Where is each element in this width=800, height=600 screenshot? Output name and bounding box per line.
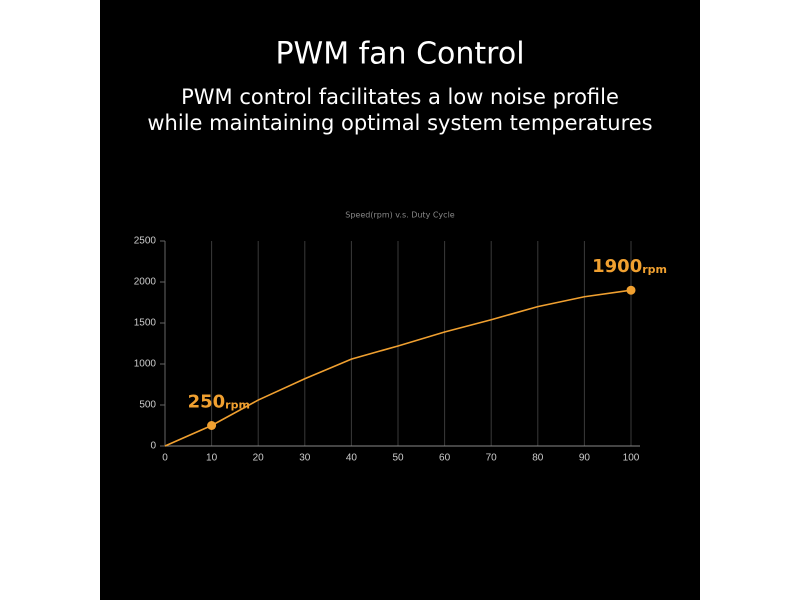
data-label-value: 250 <box>188 392 226 413</box>
background <box>100 0 700 600</box>
x-tick-label: 40 <box>346 453 358 464</box>
data-label: 1900rpm <box>592 256 667 277</box>
x-tick-label: 90 <box>579 453 591 464</box>
x-tick-label: 20 <box>253 453 265 464</box>
x-tick-label: 80 <box>532 453 544 464</box>
y-tick-label: 2000 <box>134 277 157 288</box>
x-tick-label: 10 <box>206 453 218 464</box>
data-label-value: 1900 <box>592 256 642 277</box>
y-tick-label: 2500 <box>134 236 157 247</box>
y-tick-label: 500 <box>139 400 156 411</box>
x-tick-label: 0 <box>162 453 168 464</box>
y-tick-label: 1000 <box>134 359 157 370</box>
point <box>626 285 636 295</box>
x-tick-label: 50 <box>392 453 404 464</box>
data-label-unit: rpm <box>225 399 250 412</box>
x-tick-label: 100 <box>623 453 640 464</box>
chart-title: Speed(rpm) v.s. Duty Cycle <box>345 211 455 220</box>
y-tick-label: 1500 <box>134 318 157 329</box>
data-label-unit: rpm <box>642 263 667 276</box>
x-tick-label: 30 <box>299 453 311 464</box>
data-label: 250rpm <box>188 392 250 413</box>
subtitle: while maintaining optimal system tempera… <box>147 111 652 135</box>
point <box>207 421 217 430</box>
page-title: PWM fan Control <box>275 37 524 72</box>
x-tick-label: 60 <box>439 453 451 464</box>
line <box>164 289 632 447</box>
y-tick-label: 0 <box>150 441 156 452</box>
subtitle: PWM control facilitates a low noise prof… <box>181 85 619 109</box>
x-tick-label: 70 <box>486 453 498 464</box>
